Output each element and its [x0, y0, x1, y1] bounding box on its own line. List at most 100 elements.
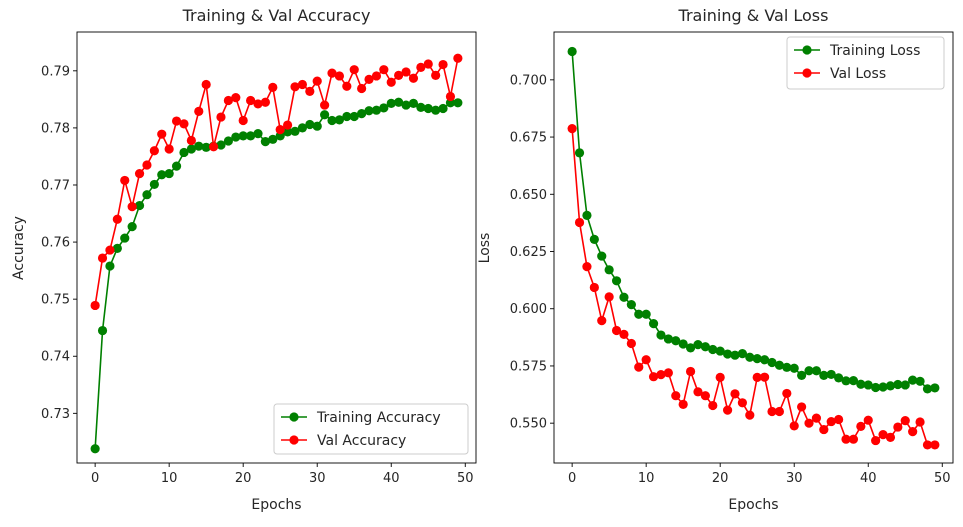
data-point-training-accuracy: [179, 147, 189, 158]
data-point-val-loss: [700, 391, 710, 401]
data-point-val-loss: [589, 282, 599, 293]
data-point-val-loss: [678, 399, 688, 409]
accuracy-x-tick-label: 0: [91, 471, 99, 486]
data-point-training-loss: [826, 369, 836, 380]
data-point-val-loss: [811, 413, 822, 423]
data-point-training-accuracy: [416, 102, 426, 112]
loss-y-tick-label: 0.625: [510, 245, 547, 260]
data-point-val-loss: [893, 422, 903, 432]
data-point-val-loss: [760, 372, 770, 382]
data-point-val-loss: [782, 388, 792, 399]
data-point-val-loss: [611, 325, 622, 336]
accuracy-chart-title: Training & Val Accuracy: [182, 6, 371, 25]
data-point-training-loss: [848, 376, 859, 386]
data-point-training-loss: [737, 348, 748, 359]
accuracy-x-tick-label: 30: [309, 471, 326, 486]
data-point-training-loss: [619, 292, 629, 302]
data-point-training-accuracy: [357, 109, 367, 119]
data-point-val-accuracy: [423, 59, 433, 69]
data-point-val-loss: [871, 435, 881, 446]
data-point-val-accuracy: [379, 65, 389, 75]
data-point-val-loss: [774, 406, 785, 417]
loss-x-tick-label: 10: [638, 471, 655, 486]
data-point-training-accuracy: [216, 140, 226, 150]
data-point-val-loss: [574, 217, 585, 228]
data-point-val-accuracy: [164, 144, 174, 154]
data-point-val-loss: [656, 370, 666, 380]
data-point-training-loss: [641, 309, 651, 319]
data-point-val-accuracy: [305, 86, 315, 96]
data-point-val-accuracy: [97, 253, 108, 263]
data-point-training-accuracy: [120, 233, 130, 243]
data-point-val-accuracy: [327, 68, 337, 78]
data-point-training-accuracy: [297, 123, 308, 133]
data-point-val-loss: [693, 387, 703, 397]
data-point-training-loss: [700, 342, 710, 352]
data-point-training-accuracy: [201, 142, 211, 152]
data-point-val-loss: [804, 418, 814, 428]
accuracy-chart: Training & Val Accuracy Epochs Accuracy …: [11, 6, 477, 513]
data-point-val-loss: [915, 417, 925, 427]
legend-label-val-loss: Val Loss: [830, 66, 886, 82]
data-point-val-loss: [834, 414, 844, 425]
data-point-val-accuracy: [431, 70, 441, 80]
data-point-val-accuracy: [216, 112, 226, 122]
data-point-val-loss: [841, 434, 851, 444]
data-point-val-accuracy: [134, 168, 145, 179]
data-point-training-loss: [589, 234, 599, 244]
data-point-training-accuracy: [164, 168, 174, 179]
data-point-training-loss: [648, 319, 659, 329]
data-point-val-accuracy: [208, 142, 219, 152]
loss-y-tick-label: 0.650: [510, 188, 547, 203]
loss-x-axis-label: Epochs: [728, 497, 778, 513]
data-point-training-accuracy: [112, 243, 122, 253]
data-point-training-accuracy: [394, 97, 404, 107]
data-point-val-loss: [745, 410, 755, 420]
data-point-training-accuracy: [320, 110, 330, 120]
data-point-training-accuracy: [342, 111, 352, 122]
data-point-val-loss: [848, 434, 859, 444]
series-training-accuracy: [90, 97, 463, 454]
data-point-val-accuracy: [357, 83, 367, 94]
loss-chart: Training & Val Loss Epochs Loss 0 10 20 30 4…: [477, 6, 954, 513]
accuracy-y-axis-label: Accuracy: [11, 216, 27, 280]
legend-marker-training-accuracy: [289, 412, 299, 422]
legend-label-training-accuracy: Training Accuracy: [316, 410, 441, 426]
data-point-training-loss: [760, 355, 770, 365]
data-point-training-accuracy: [423, 103, 433, 114]
loss-legend: Training Loss Val Loss: [786, 36, 945, 90]
data-point-training-loss: [656, 330, 666, 340]
data-point-val-accuracy: [149, 146, 159, 156]
data-point-training-accuracy: [134, 200, 145, 211]
loss-y-tick-label: 0.675: [510, 131, 547, 146]
loss-y-tick-label: 0.600: [510, 302, 547, 317]
data-point-training-accuracy: [349, 111, 359, 122]
data-point-training-accuracy: [194, 141, 204, 151]
data-point-training-loss: [922, 384, 933, 394]
data-point-val-loss: [826, 416, 836, 427]
data-point-training-loss: [715, 346, 725, 356]
data-point-val-loss: [604, 292, 614, 302]
accuracy-x-tick-label: 10: [161, 471, 178, 486]
accuracy-x-axis-label: Epochs: [251, 497, 301, 513]
data-point-training-loss: [611, 276, 622, 286]
data-point-val-loss: [767, 406, 777, 417]
legend-marker-training-loss: [802, 45, 812, 55]
data-point-val-accuracy: [371, 71, 382, 81]
data-point-val-accuracy: [112, 214, 122, 224]
data-point-training-accuracy: [231, 132, 241, 142]
data-point-training-loss: [752, 354, 762, 364]
loss-x-tick-label: 30: [786, 471, 803, 486]
data-point-training-accuracy: [245, 131, 256, 141]
data-point-training-accuracy: [283, 127, 293, 137]
accuracy-legend-box: [273, 403, 469, 455]
data-point-val-loss: [900, 416, 910, 426]
data-point-val-accuracy: [416, 62, 426, 72]
series-val-loss: [567, 123, 940, 450]
data-point-val-loss: [885, 432, 896, 442]
data-point-training-loss: [819, 370, 829, 380]
data-point-training-accuracy: [97, 325, 108, 336]
data-point-val-accuracy: [283, 120, 293, 130]
data-point-val-accuracy: [127, 202, 137, 212]
